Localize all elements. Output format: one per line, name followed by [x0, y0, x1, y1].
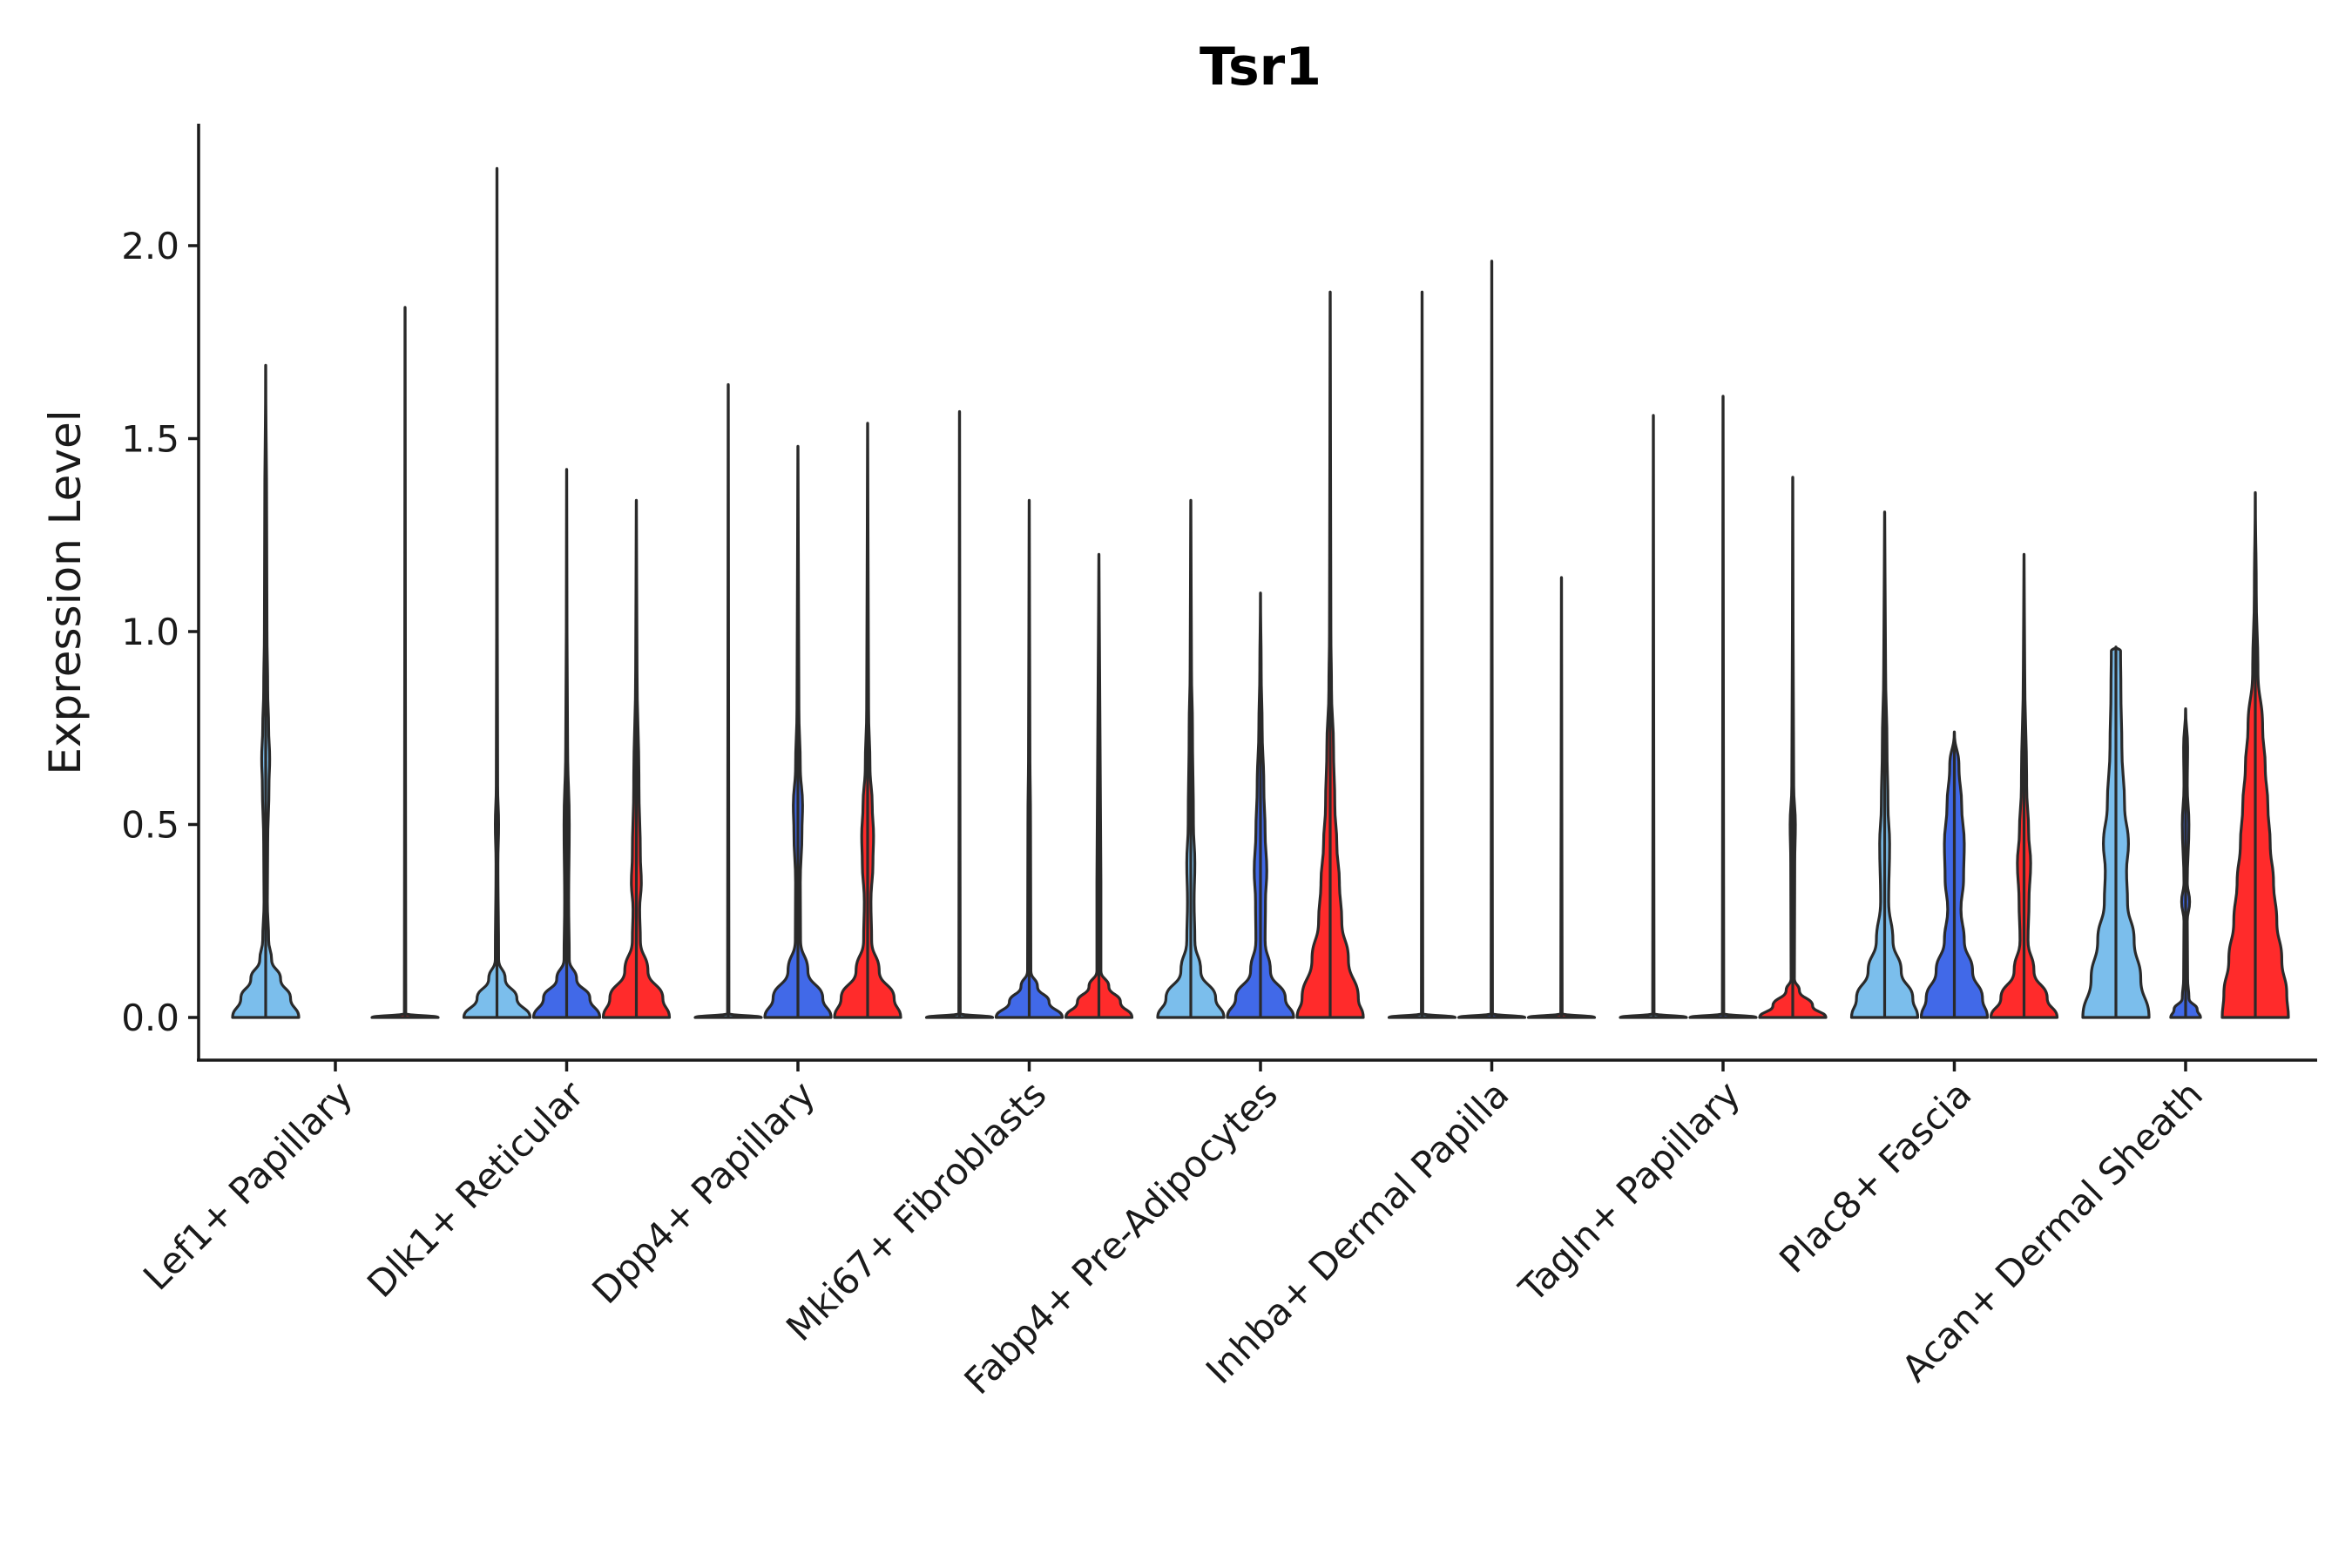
y-tick-label: 2.0: [121, 225, 179, 267]
x-tick-label: Tagln+ Papillary: [1511, 1072, 1748, 1310]
y-axis-ticks: 0.0 0.5 1.0 1.5 2.0: [121, 225, 199, 1039]
x-tick-label: Mki67+ Fibroblasts: [778, 1072, 1054, 1348]
y-tick-label: 0.5: [121, 804, 179, 847]
y-tick-label: 0.0: [121, 997, 179, 1039]
x-tick-label: Plac8+ Fascia: [1771, 1072, 1979, 1281]
x-tick-label: Dlk1+ Reticular: [359, 1072, 592, 1306]
y-tick-label: 1.5: [121, 418, 179, 461]
y-axis-label: Expression Level: [40, 409, 91, 774]
x-tick-label: Dpp4+ Papillary: [584, 1072, 823, 1312]
chart-title: Tsr1: [1200, 37, 1321, 98]
x-tick-label: Lef1+ Papillary: [135, 1072, 361, 1298]
y-tick-label: 1.0: [121, 611, 179, 653]
violins-layer: [231, 166, 2290, 1019]
